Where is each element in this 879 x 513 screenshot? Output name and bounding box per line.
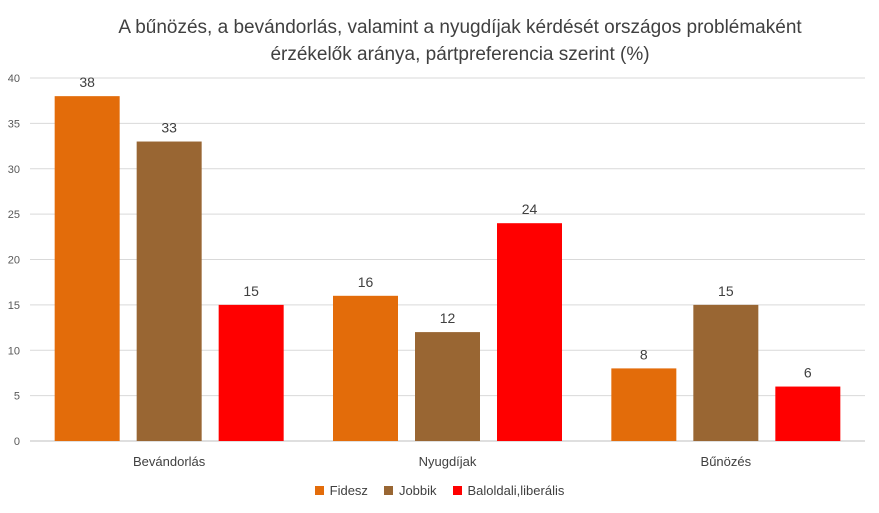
y-tick-label: 35 bbox=[8, 118, 20, 130]
bar bbox=[415, 332, 480, 441]
bar bbox=[693, 304, 759, 441]
y-tick-label: 5 bbox=[14, 391, 20, 403]
bar bbox=[497, 223, 562, 441]
y-tick-label: 30 bbox=[8, 164, 20, 176]
legend-swatch-baloldali bbox=[452, 486, 462, 495]
bar-value-label: 8 bbox=[640, 346, 648, 362]
bar-value-label: 12 bbox=[440, 310, 456, 326]
bar bbox=[775, 386, 841, 441]
legend-label-baloldali: Baloldali,liberális bbox=[467, 483, 565, 498]
y-tick-label: 15 bbox=[8, 300, 20, 312]
x-tick-label: Bevándorlás bbox=[133, 454, 206, 469]
bar bbox=[54, 96, 120, 442]
bar-value-label: 16 bbox=[358, 274, 374, 290]
legend-item-fidesz: Fidesz bbox=[314, 483, 368, 498]
bar bbox=[136, 141, 202, 441]
y-tick-label: 40 bbox=[8, 73, 20, 85]
legend-label-jobbik: Jobbik bbox=[398, 483, 437, 498]
bar-value-label: 15 bbox=[243, 283, 259, 299]
bar-value-label: 38 bbox=[79, 74, 95, 90]
x-tick-label: Bűnözés bbox=[701, 454, 752, 469]
x-tick-label: Nyugdíjak bbox=[419, 454, 477, 469]
y-tick-label: 10 bbox=[8, 345, 20, 357]
legend-label-fidesz: Fidesz bbox=[329, 483, 368, 498]
legend: Fidesz Jobbik Baloldali,liberális bbox=[0, 483, 879, 498]
legend-item-baloldali: Baloldali,liberális bbox=[452, 483, 565, 498]
bar bbox=[611, 368, 677, 441]
y-tick-label: 0 bbox=[14, 436, 20, 448]
bar-value-label: 33 bbox=[161, 120, 177, 136]
bar bbox=[333, 295, 398, 441]
chart-title-line-1: A bűnözés, a bevándorlás, valamint a nyu… bbox=[118, 17, 802, 38]
bar-value-label: 15 bbox=[718, 283, 734, 299]
y-tick-label: 20 bbox=[8, 255, 20, 267]
legend-swatch-fidesz bbox=[314, 486, 324, 495]
bar bbox=[218, 304, 284, 441]
y-tick-label: 25 bbox=[8, 209, 20, 221]
legend-swatch-jobbik bbox=[383, 486, 393, 495]
chart-title-line-2: érzékelők aránya, pártpreferencia szerin… bbox=[270, 44, 650, 65]
legend-item-jobbik: Jobbik bbox=[383, 483, 437, 498]
bar-value-label: 6 bbox=[804, 365, 812, 381]
chart-title: A bűnözés, a bevándorlás, valamint a nyu… bbox=[100, 14, 820, 68]
bar-value-label: 24 bbox=[522, 201, 538, 217]
